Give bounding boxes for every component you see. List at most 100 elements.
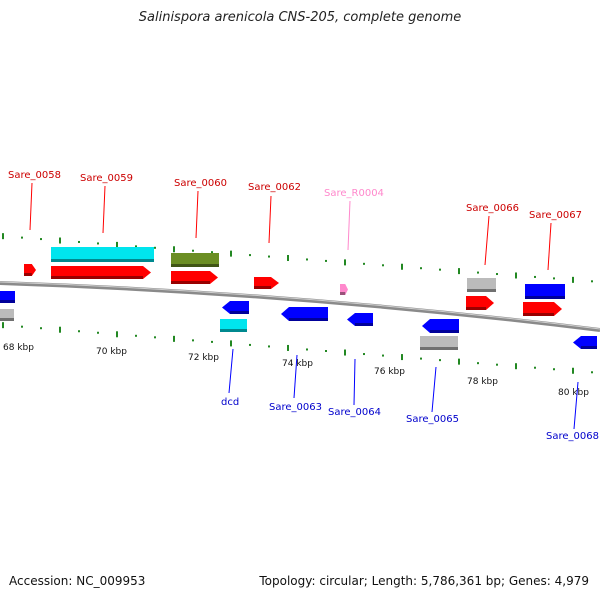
- gene-label[interactable]: Sare_0062: [248, 182, 301, 193]
- tick-mark: [572, 276, 574, 283]
- gene-label[interactable]: Sare_R0004: [324, 188, 384, 199]
- gene-feature[interactable]: [420, 336, 458, 350]
- gene-feature[interactable]: [466, 296, 494, 310]
- tick-mark: [287, 344, 289, 351]
- gene-label[interactable]: Sare_0066: [466, 203, 519, 214]
- gene-feature[interactable]: [347, 313, 373, 326]
- tick-label: 78 kbp: [467, 377, 498, 387]
- gene-feature-shadow: [523, 313, 554, 316]
- tick-mark: [458, 358, 460, 365]
- tick-mark: [382, 354, 384, 357]
- gene-feature-shadow: [51, 259, 154, 262]
- gene-feature-shadow: [230, 311, 249, 314]
- tick-mark: [21, 236, 23, 239]
- gene-feature[interactable]: [573, 336, 597, 349]
- tick-mark: [192, 339, 194, 342]
- gene-feature[interactable]: [171, 253, 219, 267]
- tick-label: 70 kbp: [96, 347, 127, 357]
- tick-mark: [59, 237, 61, 244]
- gene-feature[interactable]: [281, 307, 328, 321]
- gene-label[interactable]: Sare_0067: [529, 210, 582, 221]
- gene-leader-line: [102, 185, 106, 234]
- gene-leader-line: [195, 190, 199, 239]
- tick-labels: 68 kbp 70 kbp 72 kbp 74 kbp 76 kbp 78 kbp 80 k…: [3, 343, 589, 398]
- gene-feature[interactable]: [51, 247, 154, 262]
- tick-mark: [116, 331, 118, 338]
- gene-leader-line: [547, 222, 552, 271]
- gene-label[interactable]: Sare_0058: [8, 170, 61, 181]
- gene-leader-line: [228, 348, 234, 394]
- gene-label[interactable]: Sare_0060: [174, 178, 227, 189]
- gene-feature[interactable]: [51, 266, 151, 279]
- tick-mark: [420, 357, 422, 360]
- tick-mark: [325, 350, 327, 352]
- gene-feature-shadow: [0, 300, 15, 303]
- gene-feature[interactable]: [220, 319, 247, 332]
- gene-leader-line: [347, 200, 351, 251]
- gene-feature[interactable]: [525, 284, 565, 299]
- gene-leader-line: [268, 195, 272, 244]
- gene-label[interactable]: Sare_0064: [328, 407, 381, 418]
- tick-mark: [78, 330, 80, 333]
- tick-mark: [344, 259, 346, 266]
- tick-mark: [420, 267, 422, 270]
- tick-mark: [78, 240, 80, 243]
- map-title: Salinispora arenicola CNS-205, complete …: [138, 10, 462, 25]
- gene-label[interactable]: Sare_0063: [269, 402, 322, 413]
- tick-label: 74 kbp: [282, 359, 313, 369]
- tick-mark: [553, 277, 555, 280]
- gene-feature-shadow: [220, 329, 247, 332]
- gene-feature-shadow: [420, 347, 458, 350]
- gene-leader-line: [353, 358, 356, 406]
- tick-mark: [116, 241, 118, 248]
- gene-leader-line: [293, 354, 298, 399]
- accession-label: Accession: NC_009953: [9, 574, 146, 588]
- tick-mark: [363, 262, 365, 265]
- tick-mark: [325, 259, 327, 262]
- tick-mark: [97, 242, 99, 245]
- gene-feature[interactable]: [523, 302, 562, 316]
- gene-feature-shadow: [581, 346, 597, 349]
- gene-leader-line: [29, 182, 33, 231]
- tick-mark: [192, 249, 194, 252]
- gene-feature-shadow: [355, 323, 373, 326]
- tick-mark: [439, 359, 441, 362]
- gene-feature[interactable]: [467, 278, 496, 292]
- tick-mark: [249, 254, 251, 257]
- gene-feature-shadow: [254, 286, 271, 289]
- tick-mark: [401, 263, 403, 270]
- gene-feature-shadow: [24, 273, 32, 276]
- tick-mark: [534, 366, 536, 369]
- gene-label[interactable]: dcd: [221, 397, 239, 408]
- tick-mark: [363, 353, 365, 356]
- gene-label[interactable]: Sare_0065: [406, 414, 459, 425]
- tick-mark: [268, 345, 270, 348]
- tick-mark: [154, 246, 156, 249]
- gene-feature-shadow: [0, 318, 14, 321]
- genome-backbone-highlight: [0, 281, 600, 330]
- gene-leader-line: [431, 366, 437, 413]
- tick-mark: [211, 340, 213, 343]
- gene-feature-shadow: [466, 307, 486, 310]
- gene-feature-shadow: [51, 276, 143, 279]
- tick-mark: [21, 325, 23, 328]
- gene-label[interactable]: Sare_0068: [546, 431, 599, 442]
- gene-label[interactable]: Sare_0059: [80, 173, 133, 184]
- gene-feature[interactable]: [171, 271, 218, 284]
- tick-mark: [534, 275, 536, 278]
- tick-mark: [230, 250, 232, 257]
- tick-mark: [553, 368, 555, 371]
- tick-mark: [572, 367, 574, 374]
- gene-feature-shadow: [171, 281, 210, 284]
- features: [0, 247, 597, 350]
- tick-mark: [2, 233, 4, 240]
- tick-mark: [515, 363, 517, 370]
- gene-feature[interactable]: [222, 301, 249, 314]
- tick-mark: [344, 349, 346, 356]
- tick-mark: [154, 336, 156, 339]
- gene-feature[interactable]: [422, 319, 459, 333]
- tick-mark: [40, 238, 42, 241]
- tick-mark: [249, 343, 251, 346]
- tick-mark: [135, 245, 137, 248]
